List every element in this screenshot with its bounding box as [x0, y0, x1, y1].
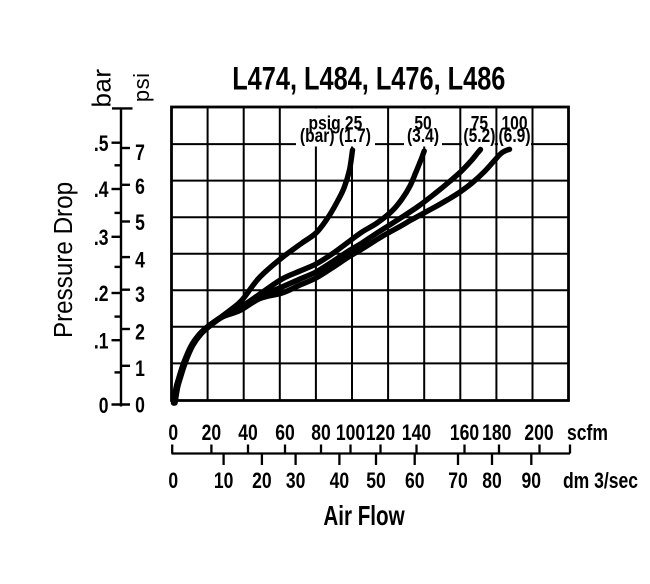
svg-text:(bar) (1.7): (bar) (1.7): [300, 124, 371, 146]
svg-text:120: 120: [366, 421, 395, 446]
svg-text:90: 90: [522, 469, 542, 494]
svg-text:100: 100: [501, 112, 527, 134]
svg-text:7: 7: [135, 141, 145, 166]
svg-text:Pressure Drop: Pressure Drop: [50, 182, 79, 338]
svg-text:.3: .3: [94, 226, 109, 251]
svg-text:50: 50: [414, 112, 432, 134]
svg-text:50: 50: [366, 469, 386, 494]
svg-text:100: 100: [336, 421, 365, 446]
svg-text:80: 80: [311, 421, 331, 446]
svg-text:0: 0: [99, 394, 109, 419]
svg-text:70: 70: [448, 469, 468, 494]
svg-text:75: 75: [471, 112, 489, 134]
svg-text:psig 25: psig 25: [309, 112, 363, 134]
svg-text:4: 4: [135, 248, 145, 273]
svg-text:60: 60: [405, 469, 425, 494]
svg-text:1: 1: [135, 357, 145, 382]
svg-text:dm 3/sec: dm 3/sec: [563, 469, 638, 494]
svg-text:40: 40: [238, 421, 258, 446]
svg-text:30: 30: [286, 469, 306, 494]
svg-text:(3.4): (3.4): [407, 124, 439, 146]
svg-text:(5.2): (5.2): [463, 124, 495, 146]
svg-text:5: 5: [135, 211, 145, 236]
svg-text:scfm: scfm: [567, 421, 608, 446]
svg-text:3: 3: [135, 283, 145, 308]
svg-text:80: 80: [482, 469, 502, 494]
svg-text:.1: .1: [94, 329, 109, 354]
svg-text:.5: .5: [94, 132, 109, 157]
svg-text:20: 20: [252, 469, 272, 494]
svg-text:10: 10: [214, 469, 234, 494]
svg-text:psi: psi: [129, 72, 154, 102]
svg-text:Air Flow: Air Flow: [323, 501, 404, 532]
svg-text:20: 20: [202, 421, 222, 446]
svg-text:bar: bar: [86, 68, 116, 107]
svg-text:140: 140: [402, 421, 431, 446]
svg-text:180: 180: [482, 421, 511, 446]
svg-text:.2: .2: [94, 282, 109, 307]
svg-text:160: 160: [450, 421, 479, 446]
svg-text:(6.9): (6.9): [498, 124, 530, 146]
svg-text:0: 0: [168, 469, 178, 494]
svg-text:6: 6: [135, 175, 145, 200]
svg-text:0: 0: [168, 421, 178, 446]
svg-text:L474, L484, L476, L486: L474, L484, L476, L486: [232, 62, 505, 98]
svg-text:60: 60: [275, 421, 295, 446]
svg-text:200: 200: [524, 421, 553, 446]
svg-text:40: 40: [330, 469, 350, 494]
svg-text:2: 2: [135, 320, 145, 345]
svg-text:.4: .4: [94, 178, 109, 203]
svg-text:0: 0: [135, 393, 145, 418]
